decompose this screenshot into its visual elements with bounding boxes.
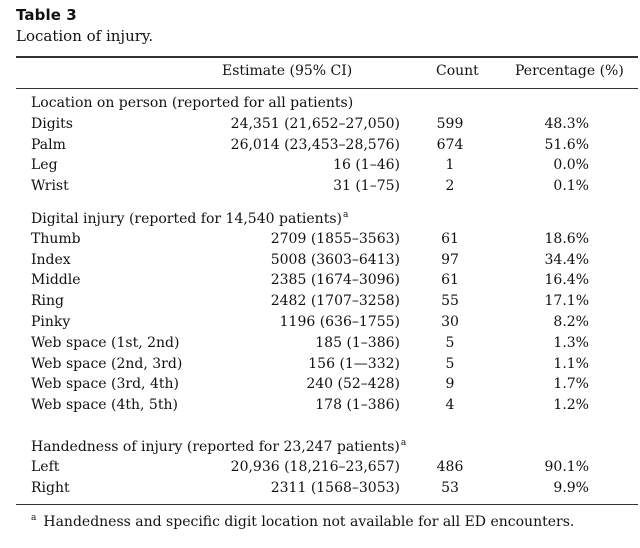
row-label: Web space (2nd, 3rd) — [31, 355, 183, 372]
row-count: 599 — [436, 115, 464, 132]
row-percentage: 1.7% — [553, 376, 589, 393]
row-percentage: 0.1% — [553, 178, 589, 195]
row-estimate: 240 (52–428) — [306, 376, 400, 393]
row-estimate: 178 (1–386) — [315, 397, 400, 414]
row-estimate: 2482 (1707–3258) — [270, 293, 400, 310]
row-estimate: 185 (1–386) — [315, 334, 400, 351]
row-percentage: 16.4% — [544, 272, 589, 289]
row-label: Web space (3rd, 4th) — [31, 376, 179, 393]
table-row: Index 5008 (3603–6413) 97 34.4% — [0, 252, 640, 273]
section-heading-label: Location on person (reported for all pat… — [31, 95, 354, 111]
row-count: 674 — [436, 136, 464, 153]
section-heading: Digital injury (reported for 14,540 pati… — [0, 210, 640, 231]
row-percentage: 1.2% — [553, 397, 589, 414]
table-row: Pinky 1196 (636–1755) 30 8.2% — [0, 314, 640, 335]
row-count: 9 — [445, 376, 455, 393]
row-label: Left — [31, 458, 60, 475]
row-percentage: 0.0% — [553, 157, 589, 174]
row-count: 2 — [445, 178, 455, 195]
table-caption: Location of injury. — [16, 27, 154, 45]
table-row: Thumb 2709 (1855–3563) 61 18.6% — [0, 231, 640, 252]
table-footnote: a Handedness and specific digit location … — [31, 513, 574, 530]
row-count: 97 — [441, 251, 459, 268]
row-count: 5 — [445, 334, 455, 351]
row-count: 30 — [441, 314, 459, 330]
table-row: Ring 2482 (1707–3258) 55 17.1% — [0, 293, 640, 314]
row-count: 486 — [436, 458, 464, 475]
row-estimate: 16 (1–46) — [333, 157, 400, 174]
row-percentage: 90.1% — [544, 458, 589, 475]
section-heading: Location on person (reported for all pat… — [0, 95, 640, 116]
table-row: Wrist 31 (1–75) 2 0.1% — [0, 178, 640, 199]
row-count: 61 — [441, 230, 459, 247]
table-row: Middle 2385 (1674–3096) 61 16.4% — [0, 272, 640, 293]
table-row: Left 20,936 (18,216–23,657) 486 90.1% — [0, 459, 640, 480]
row-estimate: 2709 (1855–3563) — [270, 230, 400, 247]
row-percentage: 8.2% — [553, 314, 589, 330]
row-estimate: 24,351 (21,652–27,050) — [230, 115, 400, 132]
table-row: Palm 26,014 (23,453–28,576) 674 51.6% — [0, 137, 640, 158]
header-estimate: Estimate (95% CI) — [222, 63, 353, 79]
row-percentage: 34.4% — [544, 251, 589, 268]
row-percentage: 1.3% — [553, 334, 589, 351]
row-count: 55 — [441, 293, 459, 310]
footnote-reference: a — [400, 438, 407, 448]
row-label: Thumb — [31, 230, 81, 247]
row-label: Index — [31, 251, 71, 268]
row-label: Ring — [31, 293, 64, 310]
row-label: Web space (1st, 2nd) — [31, 334, 180, 351]
row-label: Wrist — [31, 178, 69, 195]
table-title: Table 3 — [16, 6, 77, 24]
row-estimate: 2385 (1674–3096) — [270, 272, 400, 289]
header-percentage: Percentage (%) — [515, 63, 624, 79]
row-count: 4 — [445, 397, 455, 414]
row-estimate: 20,936 (18,216–23,657) — [230, 458, 400, 475]
row-label: Pinky — [31, 314, 71, 330]
row-estimate: 26,014 (23,453–28,576) — [230, 136, 400, 153]
row-estimate: 156 (1—332) — [308, 355, 400, 372]
row-percentage: 9.9% — [553, 479, 589, 496]
row-label: Digits — [31, 115, 73, 132]
table-row: Web space (3rd, 4th) 240 (52–428) 9 1.7% — [0, 376, 640, 397]
table-row: Digits 24,351 (21,652–27,050) 599 48.3% — [0, 116, 640, 137]
row-label: Palm — [31, 136, 66, 153]
row-percentage: 48.3% — [544, 115, 589, 132]
table-row: Leg 16 (1–46) 1 0.0% — [0, 157, 640, 178]
row-label: Middle — [31, 272, 81, 289]
footnote-text: Handedness and specific digit location n… — [43, 514, 575, 530]
row-count: 61 — [441, 272, 459, 289]
row-percentage: 17.1% — [544, 293, 589, 310]
row-percentage: 51.6% — [544, 136, 589, 153]
table-row: Web space (4th, 5th) 178 (1–386) 4 1.2% — [0, 397, 640, 418]
row-label: Leg — [31, 157, 58, 174]
table-row: Right 2311 (1568–3053) 53 9.9% — [0, 480, 640, 501]
section-heading: Handedness of injury (reported for 23,24… — [0, 438, 640, 459]
row-estimate: 1196 (636–1755) — [279, 314, 400, 330]
top-rule — [16, 56, 638, 58]
row-estimate: 5008 (3603–6413) — [270, 251, 400, 268]
footnote-reference: a — [342, 210, 349, 220]
row-count: 53 — [441, 479, 459, 496]
row-percentage: 18.6% — [544, 230, 589, 247]
table-row: Web space (1st, 2nd) 185 (1–386) 5 1.3% — [0, 335, 640, 356]
bottom-rule — [16, 504, 638, 505]
row-label: Right — [31, 479, 70, 496]
row-label: Web space (4th, 5th) — [31, 397, 178, 414]
table-row: Web space (2nd, 3rd) 156 (1—332) 5 1.1% — [0, 356, 640, 377]
section-heading-label: Digital injury (reported for 14,540 pati… — [31, 210, 349, 227]
row-estimate: 31 (1–75) — [333, 178, 400, 195]
header-rule — [16, 88, 638, 89]
header-count: Count — [436, 63, 479, 79]
footnote-mark: a — [31, 513, 37, 523]
row-percentage: 1.1% — [553, 355, 589, 372]
row-count: 1 — [445, 157, 455, 174]
row-estimate: 2311 (1568–3053) — [270, 479, 400, 496]
row-count: 5 — [445, 355, 455, 372]
section-heading-label: Handedness of injury (reported for 23,24… — [31, 438, 407, 455]
